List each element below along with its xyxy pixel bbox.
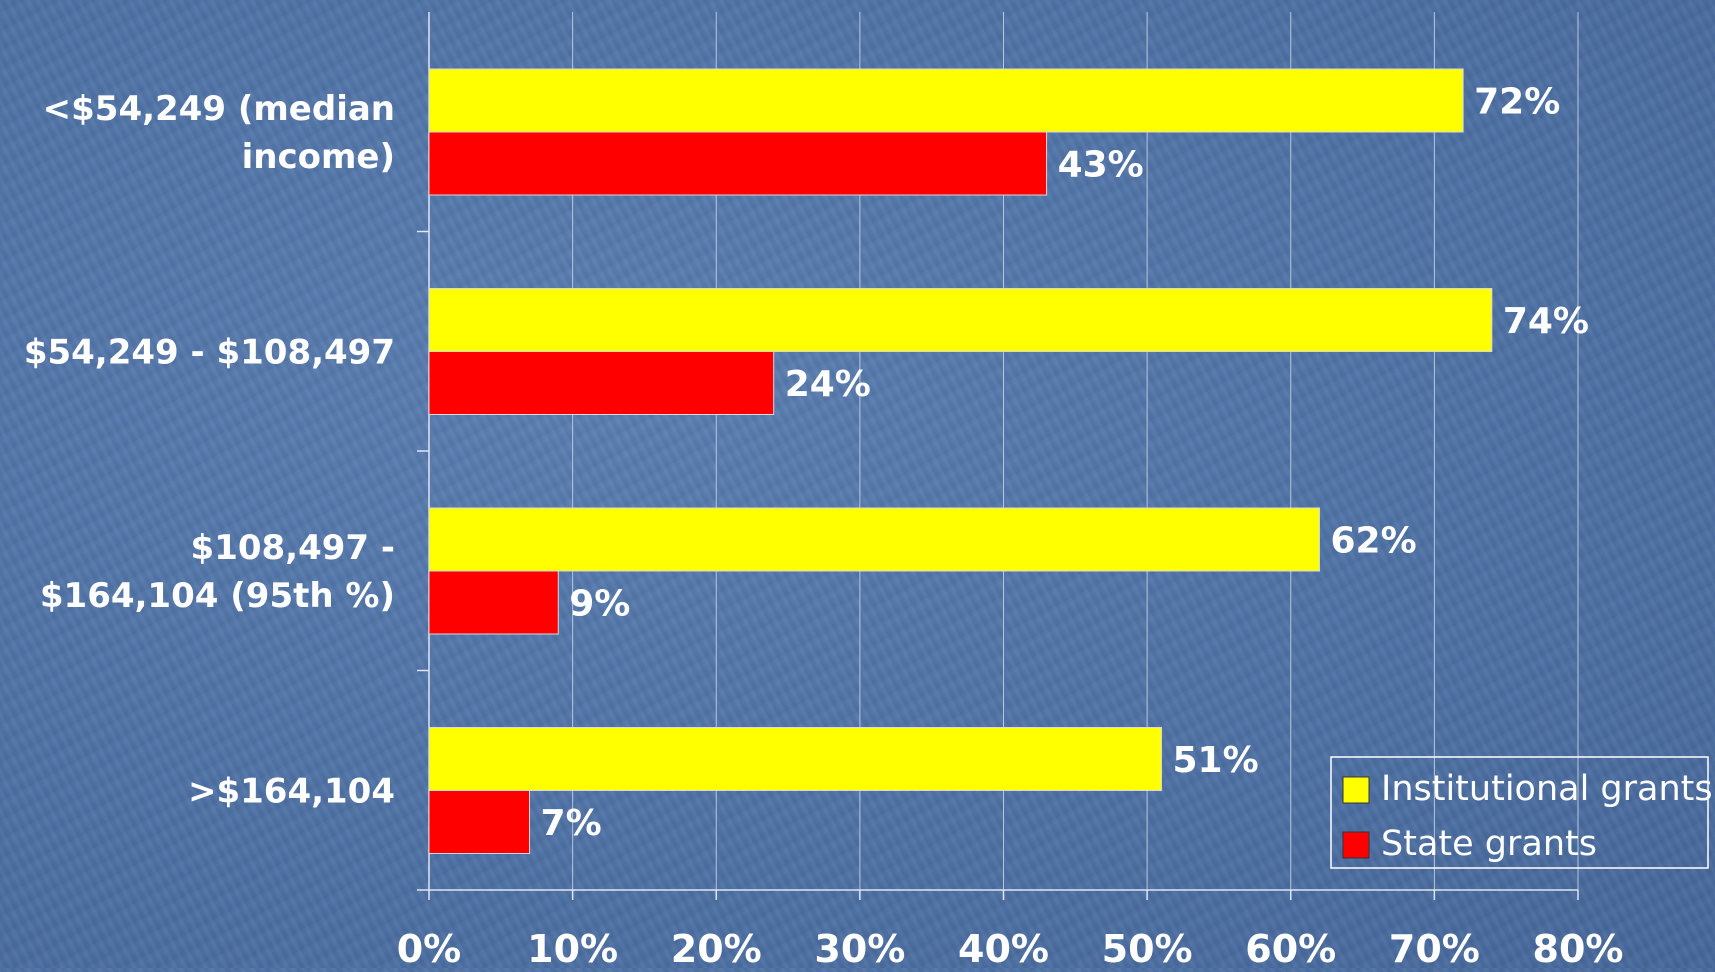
category-label: <$54,249 (median	[43, 89, 395, 129]
bar-institutional	[428, 68, 1464, 133]
data-label: 62%	[1330, 521, 1416, 562]
legend-swatch	[1342, 776, 1370, 804]
category-label: >$164,104	[188, 772, 395, 812]
category-label: income)	[242, 137, 395, 177]
category-label: $164,104 (95th %)	[40, 576, 395, 616]
legend-label: Institutional grants	[1381, 769, 1713, 809]
x-tick-label: 40%	[958, 927, 1049, 968]
bar-institutional	[428, 727, 1162, 791]
x-tick-label: 60%	[1245, 927, 1336, 968]
x-tick-label: 30%	[814, 927, 905, 968]
data-label: 7%	[541, 803, 602, 844]
x-tick-label: 20%	[671, 927, 762, 968]
x-tick-label: 10%	[527, 927, 618, 968]
bar-institutional	[428, 288, 1493, 352]
category-label: $108,497 -	[191, 528, 395, 568]
x-tick-label: 0%	[397, 927, 462, 968]
data-label: 51%	[1172, 740, 1258, 781]
legend	[1330, 756, 1709, 869]
bar-state	[428, 131, 1048, 196]
legend-swatch	[1342, 831, 1370, 859]
data-label: 72%	[1474, 82, 1560, 123]
legend-label: State grants	[1381, 824, 1597, 864]
bar-state	[428, 570, 559, 635]
x-tick-label: 80%	[1533, 927, 1624, 968]
data-label: 74%	[1503, 301, 1589, 342]
data-label: 9%	[569, 584, 630, 625]
bar-institutional	[428, 507, 1320, 572]
x-tick-label: 50%	[1102, 927, 1193, 968]
data-label: 43%	[1058, 145, 1144, 186]
data-label: 24%	[785, 364, 871, 405]
x-tick-label: 70%	[1389, 927, 1480, 968]
bar-state	[428, 351, 775, 415]
category-label: $54,249 - $108,497	[24, 333, 395, 373]
bar-state	[428, 790, 531, 854]
